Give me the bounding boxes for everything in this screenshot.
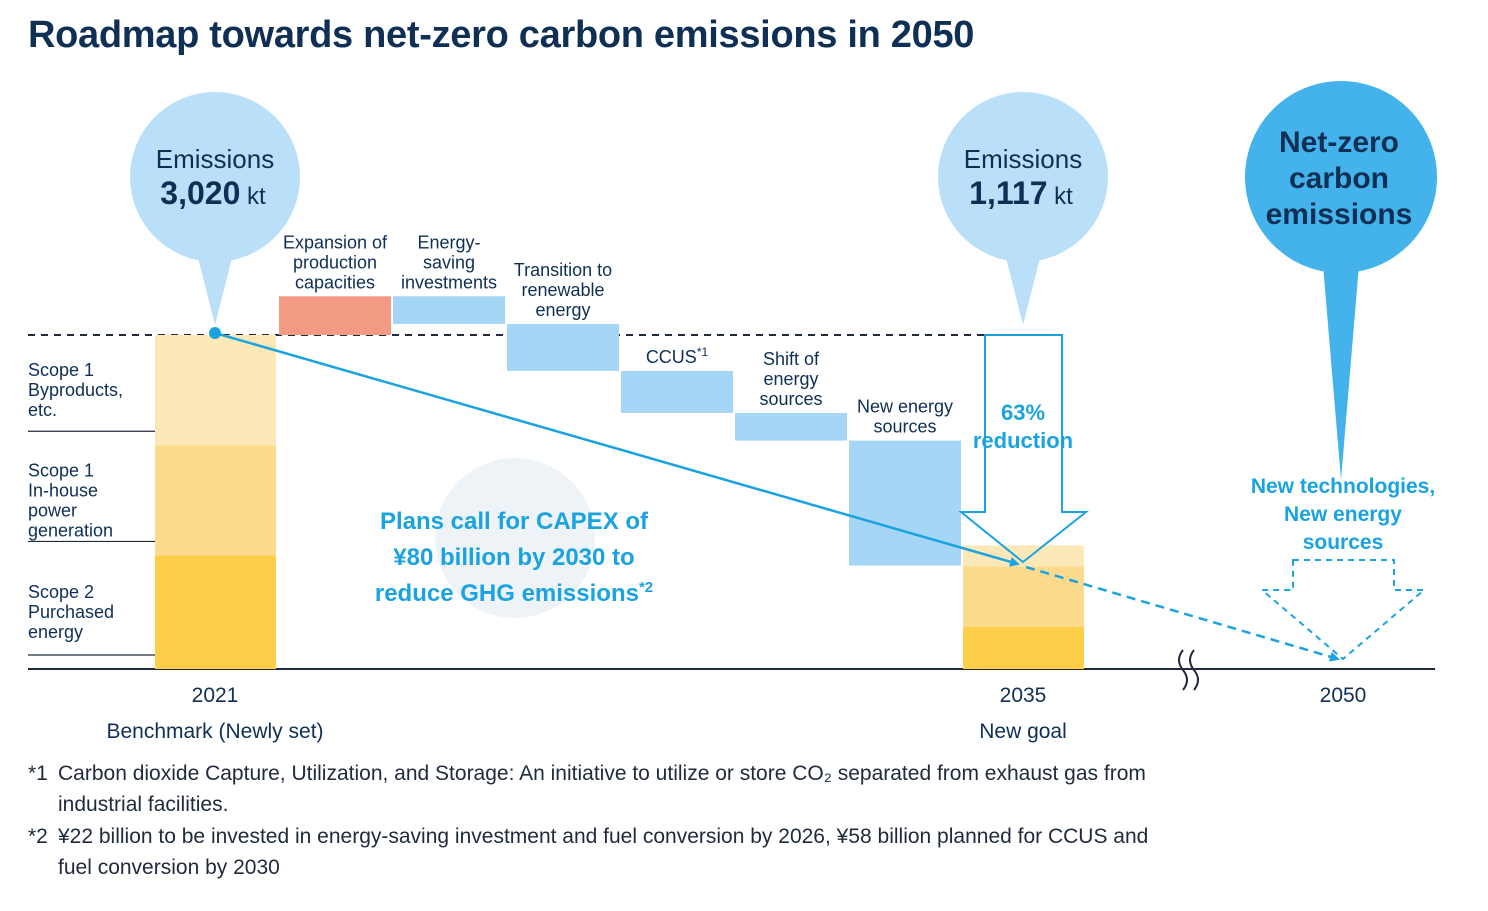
step-5-label-line-2: energy — [763, 369, 818, 389]
page-title: Roadmap towards net-zero carbon emission… — [28, 14, 975, 56]
waterfall-step-5 — [735, 412, 847, 441]
final-callout-line-3: emissions — [1266, 198, 1413, 231]
segment-label-3-line-1: Scope 2 — [28, 582, 94, 602]
segment-label-1-line-3: etc. — [28, 400, 57, 420]
segment-label-2-line-4: generation — [28, 520, 113, 540]
end-bar-segment-3 — [963, 626, 1084, 669]
category-label-2021: 2021 — [192, 684, 239, 707]
category-sublabel-2035: New goal — [979, 720, 1067, 743]
step-5-label-line-1: Shift of — [763, 349, 820, 369]
end-bar-segment-1 — [963, 545, 1084, 567]
footnote-1: *1 Carbon dioxide Capture, Utilization, a… — [28, 758, 1448, 820]
waterfall-step-3 — [507, 323, 619, 371]
step-5-label-line-3: sources — [759, 389, 822, 409]
waterfall-step-4 — [621, 370, 733, 413]
reduction-label: reduction — [973, 428, 1073, 453]
final-callout-pointer — [1323, 265, 1359, 480]
end-callout-label: Emissions — [964, 144, 1082, 174]
axis-break-mark-right — [1189, 649, 1199, 691]
segment-label-1-line-1: Scope 1 — [28, 360, 94, 380]
capex-note-line-3: reduce GHG emissions*2 — [375, 579, 653, 607]
step-6-label-line-2: sources — [873, 417, 936, 437]
segment-label-2-line-2: In-house — [28, 480, 98, 500]
start-callout-circle — [130, 92, 300, 262]
step-2-label-line-1: Energy- — [417, 232, 480, 252]
waterfall-step-1 — [279, 296, 391, 335]
step-2-label-line-3: investments — [401, 272, 497, 292]
segment-label-2-line-1: Scope 1 — [28, 460, 94, 480]
net-zero-dashed-arrow — [1259, 559, 1427, 661]
capex-note-sup: *2 — [639, 579, 653, 596]
final-callout-line-1: Net-zero — [1279, 126, 1399, 159]
segment-label-1-line-2: Byproducts, — [28, 380, 123, 400]
final-note-line-2: New energy — [1284, 503, 1402, 526]
start-bar-segment-3 — [155, 555, 276, 669]
reduction-percent: 63% — [1001, 400, 1045, 425]
step-1-label-line-3: capacities — [295, 272, 375, 292]
capex-note-line-1: Plans call for CAPEX of — [380, 508, 649, 535]
waterfall-step-6 — [849, 440, 961, 566]
step-4-label-sup: *1 — [697, 345, 709, 359]
final-callout-line-2: carbon — [1289, 162, 1389, 195]
footnote-2-text: ¥22 billion to be invested in energy-sav… — [58, 825, 1149, 848]
step-3-label-line-1: Transition to — [514, 260, 612, 280]
waterfall-step-2 — [393, 296, 505, 324]
step-4-label-line-1: CCUS*1 — [646, 345, 709, 367]
final-callout-circle — [1245, 81, 1437, 273]
final-note-line-1: New technologies, — [1251, 475, 1435, 498]
start-callout-pointer — [197, 254, 233, 325]
end-callout-unit: kt — [1047, 183, 1073, 210]
reduction-arrow-outline — [958, 334, 1089, 564]
step-1-label-line-2: production — [293, 252, 377, 272]
footnote-1-text: Carbon dioxide Capture, Utilization, and… — [58, 762, 1146, 785]
segment-label-3-line-2: Purchased — [28, 602, 114, 622]
category-label-2050: 2050 — [1320, 684, 1367, 707]
start-callout-label: Emissions — [156, 144, 274, 174]
end-bar-segment-2 — [963, 566, 1084, 627]
step-6-label-line-1: New energy — [857, 397, 953, 417]
trajectory-arrow-2035 — [214, 331, 1020, 567]
category-label-2035: 2035 — [1000, 684, 1047, 707]
footnote-2: *2 ¥22 billion to be invested in energy-s… — [28, 821, 1448, 883]
category-sublabel-2021: Benchmark (Newly set) — [106, 720, 323, 743]
segment-label-2-line-3: power — [28, 500, 77, 520]
start-callout-unit: kt — [240, 183, 266, 210]
start-bar-segment-1 — [155, 335, 276, 446]
start-bar-segment-2 — [155, 445, 276, 556]
capex-background-circle — [435, 458, 595, 618]
step-3-label-line-2: renewable — [521, 280, 604, 300]
step-3-label-line-3: energy — [535, 300, 590, 320]
axis-break-mark-left — [1178, 649, 1188, 691]
end-callout-circle — [938, 92, 1108, 262]
segment-label-3-line-3: energy — [28, 622, 83, 642]
footnote-1-mark: *1 — [28, 762, 48, 785]
trajectory-start-dot — [209, 327, 221, 339]
trajectory-arrow-2050 — [1025, 565, 1340, 662]
footnote-1-cont: industrial facilities. — [58, 793, 229, 816]
step-2-label-line-2: saving — [423, 252, 475, 272]
capex-note-line-2: ¥80 billion by 2030 to — [393, 544, 634, 571]
step-1-label-line-1: Expansion of — [283, 232, 388, 252]
end-callout-pointer — [1005, 254, 1041, 325]
footnote-2-cont: fuel conversion by 2030 — [58, 856, 280, 879]
footnote-2-mark: *2 — [28, 825, 48, 848]
final-note-line-3: sources — [1303, 531, 1384, 554]
